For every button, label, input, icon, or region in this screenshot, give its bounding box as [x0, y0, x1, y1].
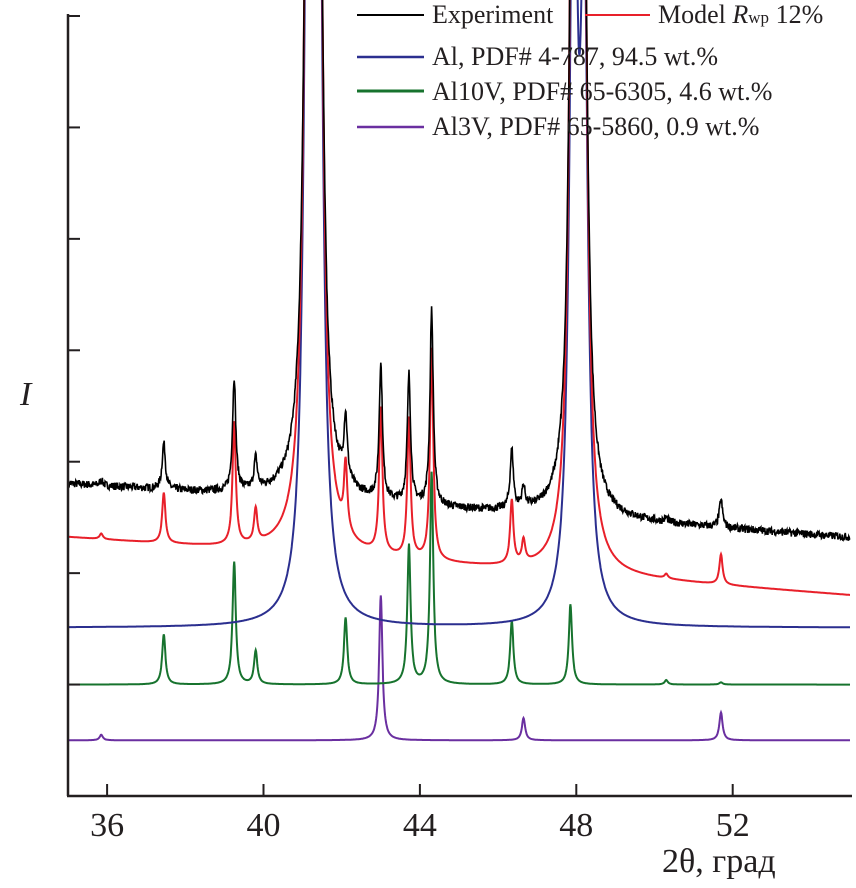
plot-area	[68, 0, 851, 742]
x-axis-title: 2θ, град	[662, 843, 776, 880]
legend-label-al10v: Al10V, PDF# 65-6305, 4.6 wt.%	[432, 77, 772, 106]
legend-label-model: Model Rwp 12%	[658, 0, 823, 29]
x-tick-label: 48	[559, 807, 593, 844]
series-al-line	[68, 0, 850, 629]
legend-label-al: Al, PDF# 4-787, 94.5 wt.%	[432, 42, 718, 71]
series-model-line	[68, 0, 850, 596]
legend: Experiment Model Rwp 12% Al, PDF# 4-787,…	[357, 0, 823, 141]
series-experiment-line	[68, 0, 851, 542]
series-al10v-line	[68, 471, 850, 686]
x-tick-label: 40	[247, 807, 281, 844]
x-tick-label: 52	[716, 807, 750, 844]
legend-label-experiment: Experiment	[432, 0, 554, 29]
legend-model-prefix: Model	[658, 0, 732, 29]
series-al3v-line	[68, 595, 850, 742]
legend-label-al3v: Al3V, PDF# 65-5860, 0.9 wt.%	[432, 112, 759, 141]
legend-model-suffix: 12%	[769, 0, 823, 29]
y-axis-title: I	[19, 376, 33, 413]
legend-model-sub: wp	[748, 8, 769, 27]
legend-model-r: R	[731, 0, 748, 29]
ticks: 36 40 44 48 52	[68, 15, 750, 844]
x-tick-label: 44	[403, 807, 437, 844]
x-tick-label: 36	[90, 807, 124, 844]
